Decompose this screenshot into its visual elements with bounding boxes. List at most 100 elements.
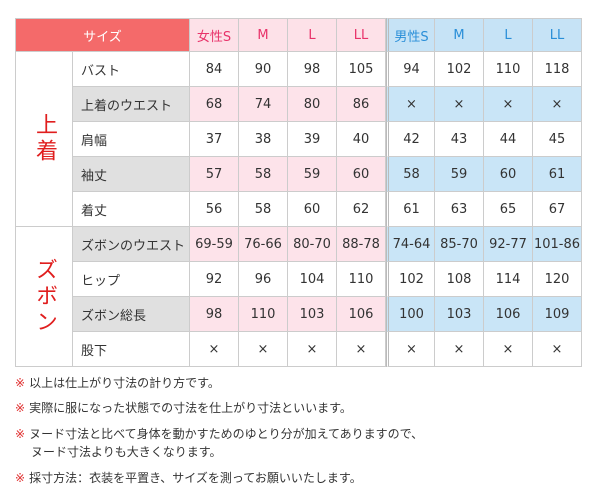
value-cell: 86 <box>337 87 386 122</box>
note: ※ 採寸方法：衣装を平置き、サイズを測ってお願いいたします。 <box>15 469 362 487</box>
value-cell: × <box>435 332 484 367</box>
row-label: 股下 <box>73 332 190 367</box>
row-label: 着丈 <box>73 192 190 227</box>
value-cell: 100 <box>386 297 435 332</box>
value-cell: 58 <box>386 157 435 192</box>
row-label: ズボンのウエスト <box>73 227 190 262</box>
value-cell: 65 <box>484 192 533 227</box>
value-cell: 63 <box>435 192 484 227</box>
note-mark: ※ <box>15 427 26 441</box>
row-label: バスト <box>73 52 190 87</box>
value-cell: 43 <box>435 122 484 157</box>
value-cell: × <box>533 87 582 122</box>
value-cell: 60 <box>288 192 337 227</box>
value-cell: 56 <box>190 192 239 227</box>
value-cell: × <box>484 332 533 367</box>
value-cell: 106 <box>337 297 386 332</box>
value-cell: 59 <box>435 157 484 192</box>
value-cell: 102 <box>435 52 484 87</box>
header-label: サイズ <box>15 18 190 52</box>
value-cell: 88-78 <box>337 227 386 262</box>
value-cell: 84 <box>190 52 239 87</box>
value-cell: 98 <box>190 297 239 332</box>
note-text: 以上は仕上がり寸法の計り方です。 <box>29 376 220 390</box>
note-mark: ※ <box>15 376 26 390</box>
note-line: ※ 実際に服になった状態での寸法を仕上がり寸法といいます。 <box>15 399 352 417</box>
value-cell: 45 <box>533 122 582 157</box>
value-cell: 69-59 <box>190 227 239 262</box>
header-cell: L <box>484 18 533 52</box>
row-label: 上着のウエスト <box>73 87 190 122</box>
value-cell: 74 <box>239 87 288 122</box>
header-cell: 男性S <box>386 18 435 52</box>
value-cell: 114 <box>484 262 533 297</box>
value-cell: 92-77 <box>484 227 533 262</box>
value-cell: 120 <box>533 262 582 297</box>
row-label: ヒップ <box>73 262 190 297</box>
header-cell: M <box>435 18 484 52</box>
value-cell: 96 <box>239 262 288 297</box>
value-cell: 110 <box>484 52 533 87</box>
value-cell: 39 <box>288 122 337 157</box>
value-cell: 61 <box>533 157 582 192</box>
value-cell: 103 <box>288 297 337 332</box>
value-cell: 102 <box>386 262 435 297</box>
value-cell: 76-66 <box>239 227 288 262</box>
note: ※ 実際に服になった状態での寸法を仕上がり寸法といいます。 <box>15 399 352 417</box>
value-cell: 94 <box>386 52 435 87</box>
value-cell: 57 <box>190 157 239 192</box>
value-cell: 42 <box>386 122 435 157</box>
value-cell: 60 <box>337 157 386 192</box>
header-cell: 女性S <box>190 18 239 52</box>
value-cell: × <box>386 332 435 367</box>
note-mark: ※ <box>15 401 26 415</box>
note-line: ※ ヌード寸法と比べて身体を動かすためのゆとり分が加えてありますので、 <box>15 425 423 443</box>
value-cell: 108 <box>435 262 484 297</box>
value-cell: 59 <box>288 157 337 192</box>
value-cell: 90 <box>239 52 288 87</box>
value-cell: 118 <box>533 52 582 87</box>
row-label: 袖丈 <box>73 157 190 192</box>
value-cell: 80-70 <box>288 227 337 262</box>
value-cell: × <box>239 332 288 367</box>
note: ※ 以上は仕上がり寸法の計り方です。 <box>15 374 220 392</box>
value-cell: × <box>435 87 484 122</box>
note-line: ヌード寸法よりも大きくなります。 <box>15 443 423 461</box>
note: ※ ヌード寸法と比べて身体を動かすためのゆとり分が加えてありますので、 ヌード寸法よ… <box>15 425 423 461</box>
value-cell: 60 <box>484 157 533 192</box>
note-line: ※ 採寸方法：衣装を平置き、サイズを測ってお願いいたします。 <box>15 469 362 487</box>
header-cell: LL <box>337 18 386 52</box>
note-mark: ※ <box>15 471 26 485</box>
value-cell: 61 <box>386 192 435 227</box>
value-cell: 62 <box>337 192 386 227</box>
value-cell: × <box>288 332 337 367</box>
note-text: ヌード寸法よりも大きくなります。 <box>31 445 222 459</box>
group-label: ズボン <box>15 227 73 367</box>
note-text: ヌード寸法と比べて身体を動かすためのゆとり分が加えてありますので、 <box>29 427 424 441</box>
note-text: 実際に服になった状態での寸法を仕上がり寸法といいます。 <box>29 401 352 415</box>
row-label: 肩幅 <box>73 122 190 157</box>
value-cell: 98 <box>288 52 337 87</box>
row-label: ズボン総長 <box>73 297 190 332</box>
value-cell: 58 <box>239 157 288 192</box>
value-cell: 103 <box>435 297 484 332</box>
value-cell: 101-86 <box>533 227 582 262</box>
note-text: 採寸方法：衣装を平置き、サイズを測ってお願いいたします。 <box>29 471 362 485</box>
value-cell: 58 <box>239 192 288 227</box>
value-cell: × <box>533 332 582 367</box>
header-cell: L <box>288 18 337 52</box>
header-cell: M <box>239 18 288 52</box>
value-cell: 92 <box>190 262 239 297</box>
value-cell: 110 <box>239 297 288 332</box>
value-cell: 44 <box>484 122 533 157</box>
value-cell: 74-64 <box>386 227 435 262</box>
value-cell: × <box>337 332 386 367</box>
value-cell: 104 <box>288 262 337 297</box>
value-cell: 68 <box>190 87 239 122</box>
value-cell: × <box>190 332 239 367</box>
value-cell: 67 <box>533 192 582 227</box>
value-cell: 37 <box>190 122 239 157</box>
note-line: ※ 以上は仕上がり寸法の計り方です。 <box>15 374 220 392</box>
value-cell: × <box>386 87 435 122</box>
